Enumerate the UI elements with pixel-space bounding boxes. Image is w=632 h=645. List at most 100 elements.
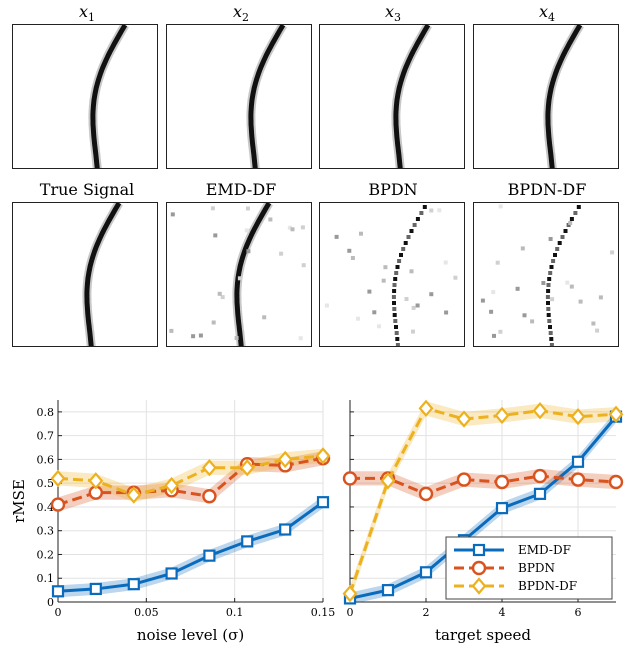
marker-square — [89, 582, 102, 596]
noise-pixel — [279, 251, 284, 256]
track-pixel — [569, 217, 574, 221]
marker-diamond — [239, 459, 255, 477]
marker-circle — [532, 468, 548, 484]
track-blur — [82, 203, 123, 346]
noise-pixel — [548, 237, 553, 241]
marker-circle — [570, 472, 586, 487]
track-pixel — [412, 223, 417, 227]
track-image — [88, 25, 129, 168]
track-blur — [88, 25, 129, 168]
title-var: x — [232, 2, 243, 21]
marker-diamond — [277, 450, 293, 469]
marker-diamond — [126, 486, 142, 504]
series-line — [57, 454, 324, 497]
image-panel-true-signal — [12, 202, 158, 347]
noise-pixel — [198, 333, 203, 338]
marker-square — [316, 496, 330, 509]
track-blur — [246, 25, 287, 168]
noise-pixel — [530, 319, 535, 324]
noise-pixel — [429, 208, 434, 213]
noise-pixel — [268, 217, 273, 222]
marker-circle — [418, 486, 434, 502]
track-pixel — [395, 343, 400, 346]
track-pixel — [415, 217, 420, 221]
noise-pixel — [443, 260, 448, 265]
track-blur — [543, 25, 584, 168]
noise-pixel — [234, 336, 239, 340]
noise-pixel — [372, 310, 377, 315]
track-pixel — [546, 307, 551, 311]
track-pixel — [548, 331, 553, 335]
noise-pixel — [520, 246, 525, 251]
x-axis-label: noise level (σ) — [137, 626, 244, 644]
noise-pixel — [350, 256, 355, 260]
marker-circle — [456, 472, 472, 487]
series-band — [350, 468, 616, 501]
noise-pixel — [324, 303, 329, 308]
track-pixel — [397, 259, 402, 263]
noise-pixel — [210, 206, 215, 211]
track-line — [393, 25, 431, 168]
x-tick-label: 0 — [347, 606, 354, 619]
noise-pixel — [356, 316, 360, 321]
noise-pixel — [492, 333, 496, 338]
marker-diamond — [88, 472, 104, 490]
noise-pixel — [220, 295, 225, 300]
noise-pixel — [290, 227, 295, 232]
x-tick-label: 0 — [55, 606, 62, 619]
legend-label: BPDN-DF — [518, 579, 577, 593]
track-pixel — [555, 247, 560, 251]
track-image — [246, 25, 287, 168]
image-panel-emd-df — [166, 202, 312, 347]
x-axis-label: target speed — [435, 626, 531, 644]
marker-circle — [202, 489, 217, 504]
noise-pixel — [515, 286, 520, 291]
marker-diamond — [164, 476, 180, 495]
noise-pixel — [334, 234, 339, 239]
track-pixel — [549, 343, 554, 346]
x-tick-label: 0.05 — [134, 606, 159, 619]
marker-square — [165, 567, 178, 580]
title-sub: 1 — [88, 11, 96, 25]
y-tick-label: 0.2 — [37, 548, 55, 561]
track-line — [234, 203, 272, 346]
noise-pixel — [244, 228, 249, 233]
marker-square — [51, 585, 65, 598]
noise-pixel — [191, 334, 196, 339]
noise-pixel — [404, 297, 409, 301]
noise-pixel — [568, 221, 573, 225]
track-pixel — [394, 331, 399, 335]
noise-pixel — [381, 278, 386, 283]
series-band — [350, 401, 616, 601]
title-var: x — [384, 2, 395, 21]
noise-pixel — [480, 298, 485, 303]
marker-diamond — [532, 402, 548, 420]
title-sub: 4 — [548, 11, 556, 25]
marker-square — [533, 487, 547, 500]
noise-pixel — [300, 225, 305, 230]
image-panel-bpdn — [319, 202, 465, 347]
noise-pixel — [415, 303, 420, 308]
track-pixel — [391, 295, 396, 299]
noise-pixel — [367, 289, 372, 294]
track-pixel — [551, 259, 556, 263]
title-var: x — [78, 2, 89, 21]
noise-pixel — [565, 280, 570, 285]
panel-title-x4: x4 — [472, 2, 622, 24]
series-band — [58, 451, 323, 512]
marker-square — [203, 549, 216, 562]
track-pixel — [419, 211, 424, 215]
marker-diamond — [418, 399, 434, 418]
track-pixel — [393, 277, 398, 281]
noise-pixel — [489, 309, 494, 314]
track-pixel — [548, 271, 553, 275]
noise-pixel — [569, 284, 574, 289]
noise-pixel — [522, 313, 527, 318]
track-pixel — [560, 235, 565, 239]
y-tick-label: 0.1 — [37, 572, 55, 585]
y-tick-label: 0 — [47, 596, 54, 609]
legend-label: BPDN — [518, 561, 555, 575]
noise-pixel — [495, 260, 500, 265]
marker-circle — [342, 471, 358, 486]
track-pixel — [546, 283, 551, 287]
